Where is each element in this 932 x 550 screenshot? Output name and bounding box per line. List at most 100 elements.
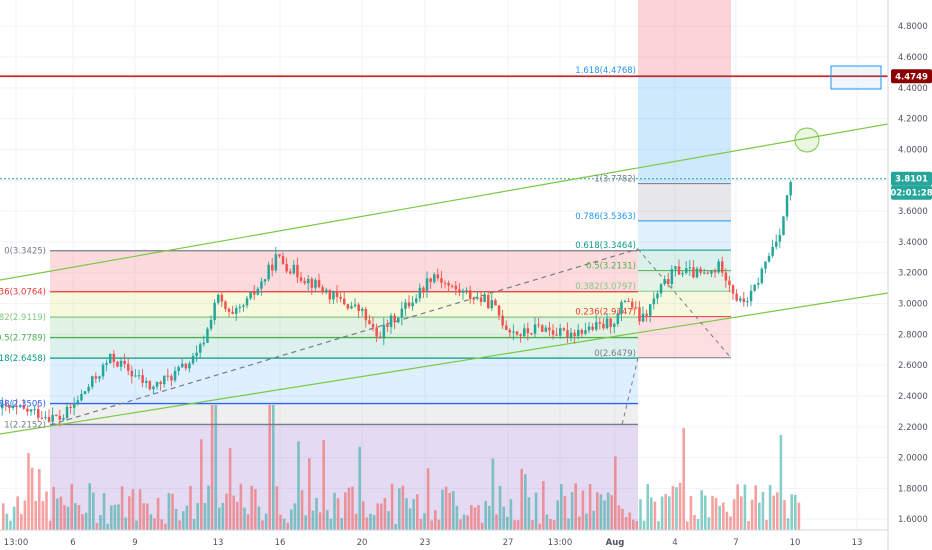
volume-bar [675,487,678,530]
candle-body [649,304,652,316]
volume-bar [534,492,538,530]
candle-body [199,344,202,353]
candle-body [145,381,148,383]
candle-body [699,268,702,273]
volume-bar [282,518,286,530]
candle-body [163,375,166,385]
candle-body [307,278,310,284]
volume-bar [275,486,279,530]
candle-body [296,264,299,278]
volume-bar [120,486,124,530]
volume-bar [354,513,358,530]
candle-body [407,302,411,307]
volume-bar [394,523,397,530]
candle-body [346,304,350,309]
candle-body [541,325,544,332]
candle-body [285,263,288,272]
volume-bar [128,496,131,530]
candle-body [314,279,317,288]
x-tick-label: 16 [275,538,286,548]
volume-bar [236,501,239,530]
candle-body [65,406,69,419]
candle-body [415,298,418,303]
candle-body [490,300,494,309]
candle-body [548,327,551,331]
candle-body [544,327,548,332]
volume-bar [20,514,23,530]
volume-bar [408,508,412,530]
volume-bar [59,496,63,530]
candle-body [152,386,155,390]
y-tick-label: 2.4000 [898,392,928,402]
candle-body [573,332,576,337]
volume-bar [401,485,405,530]
candle-body [721,261,724,273]
candle-body [256,288,260,295]
volume-bar [520,468,523,530]
volume-bar [149,514,153,530]
candle-body [418,287,422,299]
candle-body [40,417,44,419]
volume-bar [596,492,599,530]
fib-level-label: 0.618(2.6458) [0,354,46,364]
volume-bar [207,485,210,530]
candle-body [278,254,281,257]
candle-body [224,301,227,309]
volume-bar [390,483,394,530]
volume-bar [542,481,545,530]
volume-bar [509,499,513,530]
volume-bar [516,520,520,530]
resistance-price-tag: 4.4749 [891,69,932,84]
candle-body [724,272,728,281]
volume-bar [286,522,289,530]
candle-body [217,294,220,303]
candle-body [609,318,612,327]
volume-bar [336,498,340,530]
candle-body [184,363,188,369]
volume-bar [315,497,318,530]
volume-bar [131,489,135,530]
volume-bar [56,498,59,530]
candle-body [512,331,515,333]
candle-body [292,264,296,274]
volume-bar [758,502,761,530]
volume-bar [617,505,621,530]
y-tick-label: 4.2000 [898,115,928,125]
candle-body [767,255,771,262]
candle-body [605,318,609,329]
candle-body [623,300,627,303]
drawings[interactable] [0,65,888,435]
volume-bar [48,520,52,530]
candle-body [317,279,321,288]
last-price-tag-text: 3.8101 [895,175,928,185]
volume-bar [297,441,300,530]
volume-bar [333,492,336,530]
volume-bar [135,520,138,530]
candle-body [73,403,76,408]
fib-right-zone [638,250,731,271]
candle-body [375,327,378,337]
volume-bar [646,483,649,530]
candle-body [328,289,332,300]
candle-body [238,306,242,308]
candle-body [764,261,767,269]
x-tick-label: Aug [606,538,625,548]
x-tick-label: 20 [357,538,368,548]
volume-bar [210,405,214,530]
volume-bar [722,502,725,530]
volume-bar [88,483,91,530]
volume-bar [279,514,282,530]
candle-body [91,376,94,387]
fib-right-zone [638,220,731,251]
volume-bar [347,487,351,530]
target-box [830,65,882,90]
candle-body [667,279,670,285]
volume-bar [437,519,441,530]
volume-bar [63,505,66,530]
volume-bar [164,523,167,530]
candle-body [731,285,735,294]
candle-body [404,302,407,309]
candle-body [130,370,134,377]
candle-body [123,360,126,364]
